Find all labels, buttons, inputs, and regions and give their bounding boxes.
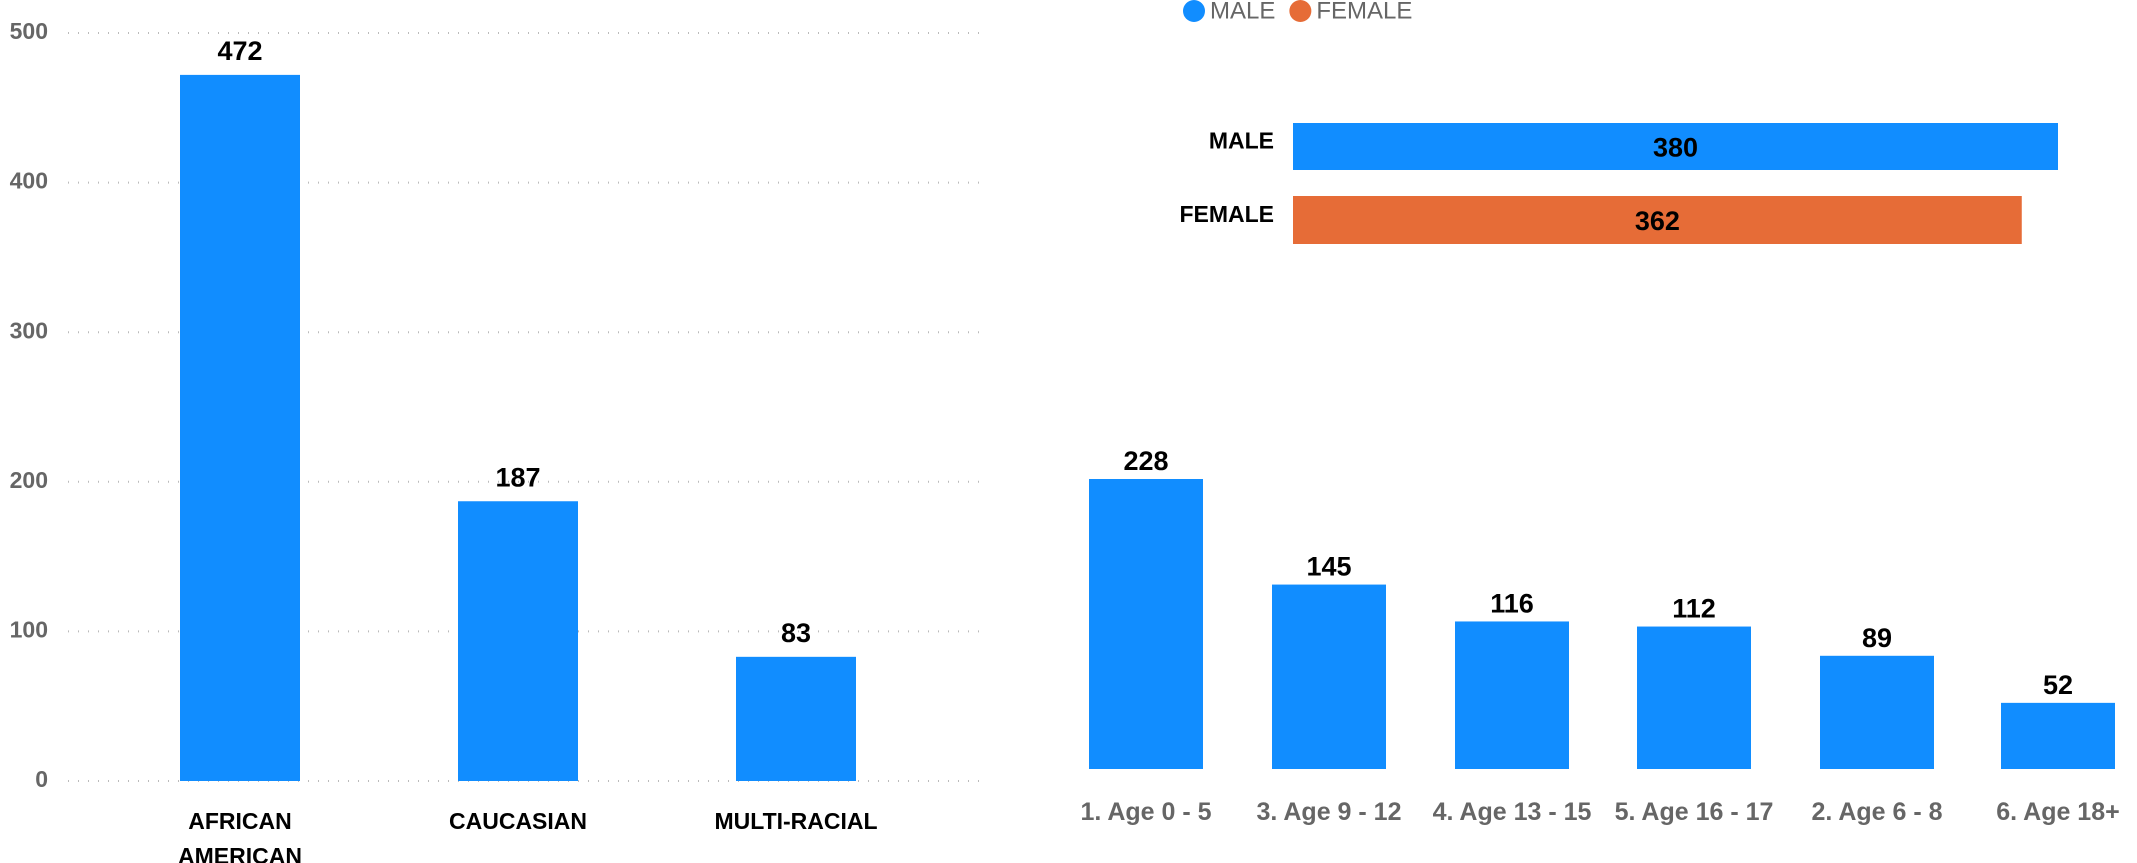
y-tick-label: 500 <box>10 18 48 44</box>
y-tick-label: FEMALE <box>1179 201 1274 227</box>
x-tick-label-box: 2. Age 6 - 8 <box>1811 798 1943 826</box>
y-tick-label: 200 <box>10 467 48 493</box>
bar <box>1272 584 1386 769</box>
data-label: 472 <box>217 36 262 66</box>
bar <box>1089 479 1203 769</box>
bar <box>1637 626 1751 769</box>
bar <box>1820 655 1934 769</box>
x-tick-label-box: 3. Age 9 - 12 <box>1256 798 1402 826</box>
bar <box>1293 196 2022 244</box>
bar <box>458 501 578 781</box>
legend-marker <box>1289 0 1312 22</box>
data-label: 83 <box>781 618 811 648</box>
data-label: 89 <box>1862 623 1892 653</box>
x-tick-label-box: 4. Age 13 - 15 <box>1432 798 1592 826</box>
y-tick-label: 400 <box>10 168 48 194</box>
x-tick-label: 4. Age 13 - 15 <box>1432 798 1592 826</box>
x-tick-label-box: 5. Age 16 - 17 <box>1614 798 1774 826</box>
data-label: 52 <box>2043 670 2073 700</box>
data-label: 380 <box>1653 133 1698 163</box>
legend-label: FEMALE <box>1316 0 1412 24</box>
x-tick-label: 2. Age 6 - 8 <box>1811 798 1943 826</box>
y-tick-label: 100 <box>10 616 48 642</box>
x-tick-label-box: CAUCASIAN <box>449 808 587 834</box>
x-tick-label: AFRICAN AMERICAN <box>178 808 302 863</box>
data-label: 362 <box>1635 206 1680 236</box>
x-tick-label: 1. Age 0 - 5 <box>1080 798 1212 826</box>
data-label: 116 <box>1490 589 1534 619</box>
y-tick-label: 300 <box>10 317 48 343</box>
x-tick-label: 5. Age 16 - 17 <box>1614 798 1774 826</box>
legend-label: MALE <box>1210 0 1275 24</box>
x-tick-label: 6. Age 18+ <box>1996 798 2120 826</box>
bar <box>736 656 856 781</box>
x-tick-label-box: 6. Age 18+ <box>1996 798 2120 826</box>
x-tick-label-box: MULTI-RACIAL <box>714 808 878 834</box>
x-tick-label-box: AFRICAN AMERICAN <box>178 808 302 863</box>
data-label: 228 <box>1123 446 1168 476</box>
bar <box>1455 621 1569 769</box>
bar <box>2001 702 2115 769</box>
data-label: 112 <box>1672 594 1716 624</box>
bar <box>180 74 300 781</box>
x-tick-label: CAUCASIAN <box>449 808 587 834</box>
x-tick-label-box: 1. Age 0 - 5 <box>1080 798 1212 826</box>
x-tick-label: MULTI-RACIAL <box>714 808 878 834</box>
y-tick-label: MALE <box>1209 128 1274 154</box>
bar <box>1293 123 2058 170</box>
data-label: 187 <box>495 462 540 492</box>
legend-marker <box>1183 0 1205 22</box>
x-tick-label: 3. Age 9 - 12 <box>1256 798 1402 826</box>
data-label: 145 <box>1306 552 1351 582</box>
y-tick-label: 0 <box>35 766 48 792</box>
